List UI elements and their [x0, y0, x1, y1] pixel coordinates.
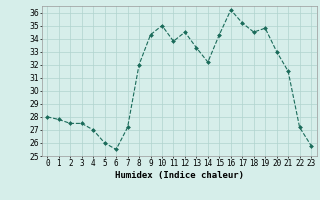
X-axis label: Humidex (Indice chaleur): Humidex (Indice chaleur)	[115, 171, 244, 180]
